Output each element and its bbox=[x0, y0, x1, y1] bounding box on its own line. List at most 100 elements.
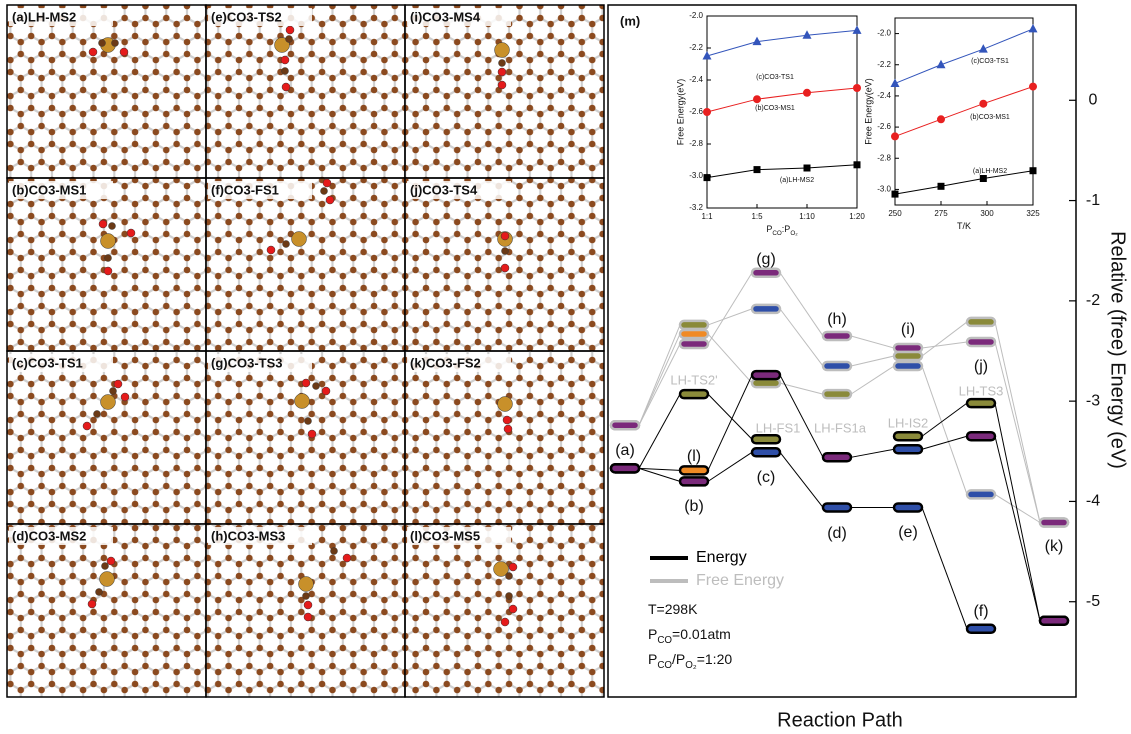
text-part: T=298K bbox=[648, 601, 698, 617]
atom bbox=[504, 425, 512, 433]
atom bbox=[283, 241, 290, 248]
atom bbox=[99, 40, 106, 47]
path-label: LH-IS2 bbox=[888, 415, 928, 430]
text-part: =1:20 bbox=[697, 651, 733, 667]
atom bbox=[506, 573, 513, 580]
marker bbox=[937, 115, 945, 123]
path-label: LH-FS1 bbox=[756, 420, 801, 435]
series-label: (c)CO3-TS1 bbox=[971, 58, 1009, 65]
energy-level bbox=[823, 362, 851, 370]
path-label: LH-FS1a bbox=[814, 420, 867, 435]
y-tick-label: -4 bbox=[1086, 493, 1100, 510]
energy-level bbox=[967, 432, 995, 440]
y-tick-label: -3.0 bbox=[689, 171, 703, 180]
marker bbox=[891, 132, 899, 140]
atom bbox=[498, 397, 513, 412]
level-label: (e) bbox=[898, 524, 918, 541]
path-label: LH-TS3 bbox=[959, 383, 1004, 398]
atom bbox=[299, 577, 314, 592]
level-label: (b) bbox=[684, 498, 704, 515]
panel-label: (g)CO3-TS3 bbox=[211, 355, 283, 370]
energy-level bbox=[823, 453, 851, 461]
legend-label: Energy bbox=[696, 549, 747, 566]
atom bbox=[509, 605, 517, 613]
y-tick-label: -1 bbox=[1086, 192, 1100, 209]
atom bbox=[286, 26, 294, 34]
level-label: (f) bbox=[973, 603, 988, 620]
panel-label: (i)CO3-MS4 bbox=[410, 9, 481, 24]
level-label: (c) bbox=[757, 469, 776, 486]
atom bbox=[102, 563, 109, 570]
atom bbox=[94, 411, 101, 418]
energy-level bbox=[752, 448, 780, 456]
panel-label: (l)CO3-MS5 bbox=[410, 528, 480, 543]
atom bbox=[304, 613, 312, 621]
x-tick-label: 1:1 bbox=[701, 212, 713, 221]
atom bbox=[96, 589, 103, 596]
energy-level bbox=[967, 399, 995, 407]
energy-level bbox=[680, 466, 708, 474]
energy-level bbox=[752, 269, 780, 277]
legend-label: Free Energy bbox=[696, 572, 784, 589]
x-axis-title: Reaction Path bbox=[777, 709, 903, 731]
y-tick-label: -3.2 bbox=[689, 203, 703, 212]
atom bbox=[321, 188, 328, 195]
energy-level bbox=[680, 330, 708, 338]
atom bbox=[267, 246, 275, 254]
y-tick-label: -2 bbox=[1086, 292, 1100, 309]
atom bbox=[83, 422, 91, 430]
atom bbox=[322, 387, 330, 395]
energy-level bbox=[967, 318, 995, 326]
atom bbox=[498, 68, 506, 76]
marker bbox=[980, 175, 987, 182]
energy-level bbox=[823, 390, 851, 398]
marker bbox=[938, 183, 945, 190]
atom bbox=[495, 43, 510, 58]
atom bbox=[501, 264, 509, 272]
text-part: P bbox=[648, 651, 657, 667]
atom bbox=[107, 557, 115, 565]
marker bbox=[854, 161, 861, 168]
x-tick-label: 250 bbox=[888, 209, 902, 218]
marker bbox=[1029, 83, 1037, 91]
subscript: CO bbox=[772, 230, 782, 237]
marker bbox=[803, 89, 811, 97]
atom bbox=[501, 232, 509, 240]
energy-level bbox=[1040, 617, 1068, 625]
panel-label: (h)CO3-MS3 bbox=[211, 528, 285, 543]
atom bbox=[127, 229, 135, 237]
panel-label: (e)CO3-TS2 bbox=[211, 9, 282, 24]
marker bbox=[753, 95, 761, 103]
atom bbox=[99, 220, 107, 228]
y-tick-label: -2.0 bbox=[877, 29, 891, 38]
subscript: O₂ bbox=[685, 660, 697, 671]
panel-label: (c)CO3-TS1 bbox=[12, 355, 83, 370]
atom bbox=[282, 68, 289, 75]
marker bbox=[892, 191, 899, 198]
series-label: (a)LH-MS2 bbox=[973, 168, 1007, 175]
panel-label: (a)LH-MS2 bbox=[12, 9, 76, 24]
panel-label: (k)CO3-FS2 bbox=[410, 355, 481, 370]
y-tick-label: -5 bbox=[1086, 593, 1100, 610]
atom bbox=[313, 383, 320, 390]
energy-level bbox=[967, 338, 995, 346]
y-axis-title: Relative (free) Energy (eV) bbox=[1107, 231, 1129, 469]
page: (a)LH-MS2(e)CO3-TS2(i)CO3-MS4(b)CO3-MS1(… bbox=[0, 0, 1131, 734]
y-tick-label: -3.0 bbox=[877, 185, 891, 194]
atom bbox=[101, 395, 116, 410]
y-tick-label: -2.8 bbox=[877, 153, 891, 162]
atom bbox=[303, 593, 310, 600]
text-part: /P bbox=[672, 651, 685, 667]
atom bbox=[100, 572, 115, 587]
energy-level bbox=[752, 371, 780, 379]
energy-level bbox=[894, 503, 922, 511]
level-label: (g) bbox=[756, 251, 776, 268]
marker bbox=[979, 100, 987, 108]
structure-panel bbox=[206, 178, 405, 351]
panel-label: (f)CO3-FS1 bbox=[211, 182, 279, 197]
atom bbox=[104, 267, 112, 275]
panel-label: (j)CO3-TS4 bbox=[410, 182, 478, 197]
level-label: (h) bbox=[827, 311, 847, 328]
atom bbox=[295, 394, 310, 409]
y-tick-label: -3 bbox=[1086, 392, 1100, 409]
